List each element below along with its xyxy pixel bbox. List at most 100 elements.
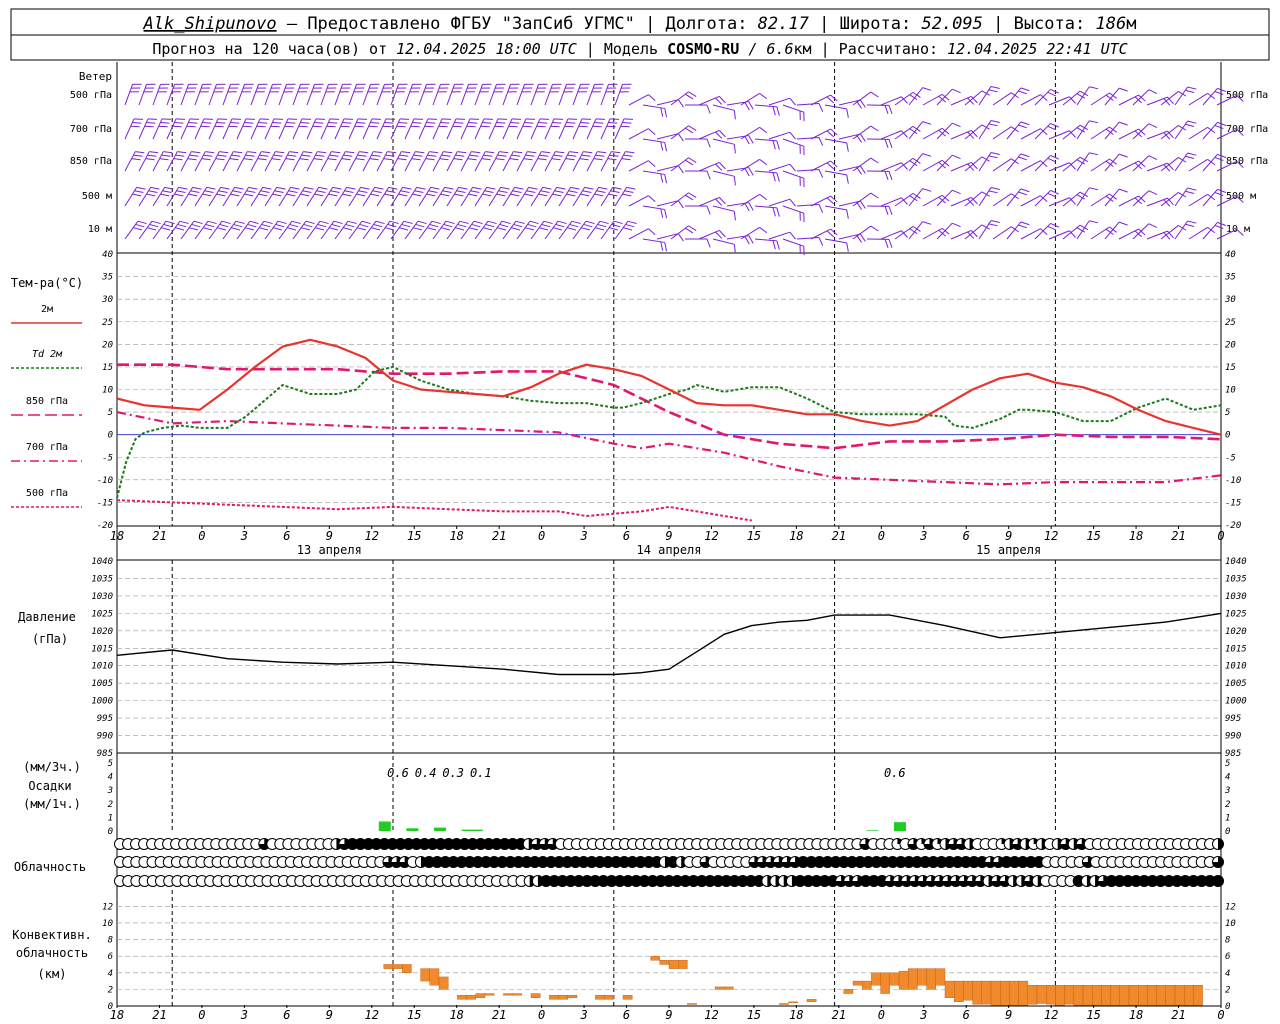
wind-barb-feather [606, 125, 616, 128]
conv-bar [484, 993, 495, 996]
cloud-symbol [1212, 856, 1224, 868]
wind-barb-feather [522, 125, 532, 128]
conv-tick-right: 4 [1225, 969, 1230, 979]
wind-barb-feather [830, 195, 838, 203]
precip-tick-right: 2 [1225, 800, 1230, 810]
wind-barb-shaft [852, 157, 872, 172]
wind-barb-feather [249, 220, 259, 225]
wind-barb-feather [401, 223, 411, 228]
wind-barb-feather [373, 151, 383, 154]
conv-bar [438, 976, 449, 990]
conv-tick-left: 0 [108, 1002, 113, 1012]
wind-barb-feather [161, 118, 171, 120]
wind-barb-feather [438, 125, 448, 128]
wind-barb-feather [1018, 124, 1028, 129]
wind-barb-feather [789, 163, 796, 172]
wind-barb-feather [370, 122, 380, 124]
wind-barb-feather [471, 151, 481, 154]
cloud-symbol [447, 856, 460, 868]
cloud-fill-full [622, 875, 634, 887]
wind-barb-feather [160, 193, 170, 197]
wind-barb-shaft [1104, 87, 1120, 106]
wind-barb-shaft [852, 91, 872, 106]
wind-barb-feather [300, 122, 310, 124]
conv-bar [687, 1003, 697, 1005]
station-name: Alk_Shipunovo [143, 14, 277, 34]
wind-barb-shaft [628, 195, 649, 207]
wind-barb-feather [216, 193, 226, 197]
conv-bar [889, 972, 900, 986]
wind-barb-feather [970, 96, 978, 104]
lon-value: 82.17 [758, 14, 810, 34]
wind-barb-feather [468, 122, 478, 124]
wind-barb-feather [677, 233, 684, 242]
wind-barb-shaft [978, 220, 992, 240]
hour-tick-label: 6 [283, 529, 290, 543]
wind-barb-feather [648, 94, 656, 101]
wind-barb-feather [611, 223, 621, 228]
pressure-tick-left: 1010 [91, 662, 113, 672]
hour-tick-label: 18 [1129, 1008, 1143, 1022]
wind-barb-feather [159, 158, 169, 161]
wind-barb-feather [1105, 160, 1114, 167]
wind-barb-feather [1187, 120, 1197, 124]
wind-barb-shaft [474, 151, 486, 172]
wind-barb-feather [511, 154, 521, 157]
wind-barb-feather [245, 154, 255, 157]
wind-barb-feather [188, 122, 198, 124]
wind-barb-shaft [460, 118, 471, 140]
wind-barb-feather [1047, 125, 1057, 131]
wind-level-label-left: 850 гПа [70, 156, 112, 167]
wind-barb-feather [1236, 160, 1244, 168]
cloud-symbol [671, 875, 684, 887]
wind-barb-feather [1217, 121, 1227, 126]
wind-barb-feather [1118, 153, 1128, 158]
cloud-fill-3q [1212, 856, 1224, 868]
conv-bar [678, 960, 688, 969]
cloud-fill-full [944, 856, 956, 868]
wind-barb-feather [578, 125, 588, 128]
wind-barb-feather [515, 220, 525, 225]
wind-barb-feather [440, 122, 450, 124]
wind-barb-shaft [628, 160, 649, 172]
wind-barb-shaft [712, 104, 735, 111]
cloud-symbol [471, 856, 484, 868]
conv-bar [1073, 985, 1084, 1006]
wind-barb-shaft [1118, 94, 1139, 106]
forecast-label: Прогноз на 120 часа(ов) от [152, 40, 396, 58]
wind-level-label-right: 500 гПа [1226, 90, 1268, 101]
wind-barb-shaft [1202, 154, 1218, 172]
cloud-fill-3q [700, 856, 712, 868]
wind-barb-feather [967, 131, 975, 139]
cloud-fill-full [868, 875, 880, 887]
wind-barb-shaft [572, 118, 583, 140]
precip-tick-left: 3 [107, 786, 113, 796]
wind-barb-feather [884, 239, 889, 248]
wind-barb-shaft [1132, 155, 1150, 172]
wind-barb-feather [190, 190, 200, 193]
hour-tick-label: 21 [1171, 1008, 1185, 1022]
cloud-symbol [744, 875, 757, 887]
hour-tick-label: 12 [365, 529, 379, 543]
calc-time: 12.04.2025 22:41 UTC [947, 40, 1128, 58]
wind-barb-shaft [922, 127, 943, 140]
wind-barb-feather [272, 193, 282, 197]
wind-barb-shaft [810, 128, 831, 140]
wind-barb-feather [870, 157, 879, 164]
wind-barb-shaft [278, 84, 287, 106]
wind-barb-shaft [348, 84, 357, 106]
cloud-fill-3q [781, 856, 793, 868]
wind-barb-shaft [880, 230, 902, 240]
cloud-symbol [622, 875, 635, 887]
wind-barb-feather [830, 160, 838, 168]
cloud-symbol [720, 875, 733, 887]
wind-barb-shaft [152, 151, 164, 172]
wind-barb-feather [287, 154, 297, 157]
wind-barb-feather [260, 190, 270, 193]
wind-barb-shaft [558, 187, 572, 207]
precip-bar [406, 828, 419, 831]
wind-barb-shaft [1076, 220, 1090, 240]
cloud-fill-full [602, 856, 614, 868]
cloud-fill-full [610, 856, 622, 868]
wind-barb-feather [685, 227, 694, 234]
